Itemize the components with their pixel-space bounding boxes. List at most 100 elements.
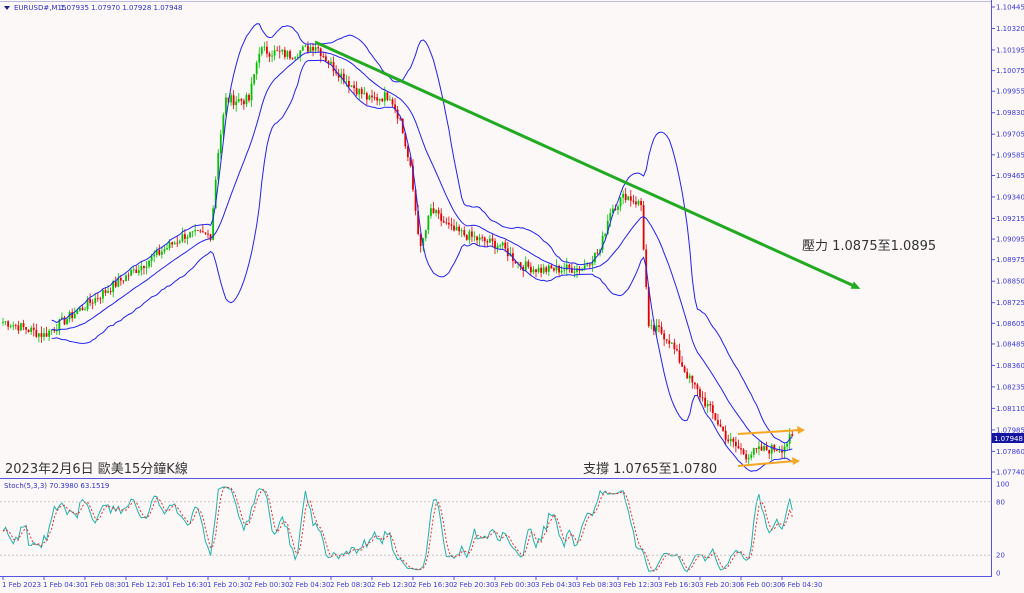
price-tick-label: 1.08850 [996, 278, 1024, 286]
candle [658, 319, 660, 333]
price-tick-label: 1.07860 [996, 448, 1024, 456]
candle [330, 57, 332, 66]
candle [529, 262, 532, 277]
candle [504, 239, 507, 252]
collapse-triangle-icon[interactable] [4, 6, 10, 10]
candle [196, 230, 199, 231]
candle [271, 50, 273, 63]
candle [542, 263, 545, 275]
candle [68, 310, 71, 323]
candle [258, 47, 261, 69]
candle [322, 52, 325, 59]
candle [127, 272, 130, 281]
candle [125, 273, 127, 282]
time-axis[interactable]: 1 Feb 2023 1 Feb 04:30 1 Feb 08:30 1 Feb 12… [2, 576, 822, 589]
resistance-trendline[interactable] [315, 40, 856, 288]
trendline-arrow-icon [850, 281, 861, 289]
candle [570, 263, 573, 274]
candle [673, 338, 676, 355]
candle [355, 81, 358, 97]
candle [760, 440, 763, 451]
candle [186, 234, 189, 245]
candle [17, 320, 20, 335]
upper-band [51, 23, 793, 444]
candle [786, 442, 789, 450]
candle [670, 342, 673, 344]
candle [586, 262, 589, 267]
candle [545, 265, 548, 275]
price-tick-label: 1.08725 [996, 299, 1024, 307]
candle [701, 391, 704, 402]
candle [237, 92, 240, 104]
candle [468, 229, 471, 245]
candle [191, 231, 194, 238]
candle [104, 287, 107, 296]
price-tick-label: 1.08110 [996, 405, 1024, 413]
lower-channel-arrow[interactable] [737, 460, 796, 467]
candle [668, 334, 671, 349]
candle [532, 265, 535, 275]
candle [550, 264, 553, 269]
candle [724, 425, 727, 445]
candle [160, 246, 163, 259]
candle [225, 92, 227, 120]
candle [442, 216, 445, 224]
candle [132, 266, 135, 274]
time-tick-label: 6 Feb 00:30 [740, 581, 781, 589]
candle [89, 293, 92, 306]
upper-channel-arrow[interactable] [737, 429, 801, 435]
candle [71, 308, 74, 322]
time-tick-label: 3 Feb 12:30 [617, 581, 658, 589]
candle [455, 221, 458, 231]
candle [699, 386, 701, 403]
candle [363, 86, 366, 95]
price-tick-label: 1.10445 [996, 4, 1024, 12]
candle [289, 49, 291, 61]
candle [714, 412, 717, 421]
candle [376, 93, 379, 106]
candle [163, 245, 166, 255]
current-price-tag [992, 433, 1024, 443]
price-tick-label: 1.09585 [996, 151, 1024, 159]
candle [368, 94, 371, 101]
candles-layer [2, 40, 794, 466]
price-tick-label: 1.07985 [996, 426, 1024, 434]
candle [268, 51, 271, 63]
candle [232, 90, 235, 110]
candle [199, 229, 202, 234]
candle [524, 256, 527, 272]
candle [471, 226, 473, 242]
time-tick-label: 3 Feb 04:30 [535, 581, 576, 589]
time-tick-label: 3 Feb 16:30 [658, 581, 699, 589]
candle [729, 432, 732, 447]
candle [781, 445, 783, 459]
upper-arrow-head-icon [797, 426, 805, 434]
candle [693, 382, 696, 390]
candle [365, 91, 368, 106]
candle [717, 413, 719, 427]
candle [145, 261, 148, 275]
candle [740, 443, 742, 455]
time-tick-label: 1 Feb 20:30 [207, 581, 248, 589]
symbol-label: EURUSD#,M15 [14, 4, 66, 12]
time-tick-label: 2 Feb 08:30 [330, 581, 371, 589]
candle [358, 88, 361, 100]
candle [94, 293, 97, 306]
candle [360, 86, 363, 99]
candle [427, 215, 430, 235]
candle [317, 43, 320, 53]
candle [20, 322, 22, 331]
stoch-axis: 100 80 20 0 [0, 481, 1009, 578]
candle [709, 401, 712, 412]
candle [119, 275, 122, 286]
price-axis[interactable]: 1.10445 1.10320 1.10195 1.10075 1.09955 1.098… [991, 4, 1024, 477]
candle [591, 256, 594, 272]
candle [48, 328, 51, 341]
candle [488, 234, 491, 244]
candle [250, 77, 253, 107]
candle [663, 329, 666, 347]
price-tick-label: 1.09095 [996, 236, 1024, 244]
candle [465, 234, 468, 241]
time-tick-label: 1 Feb 16:30 [166, 581, 207, 589]
